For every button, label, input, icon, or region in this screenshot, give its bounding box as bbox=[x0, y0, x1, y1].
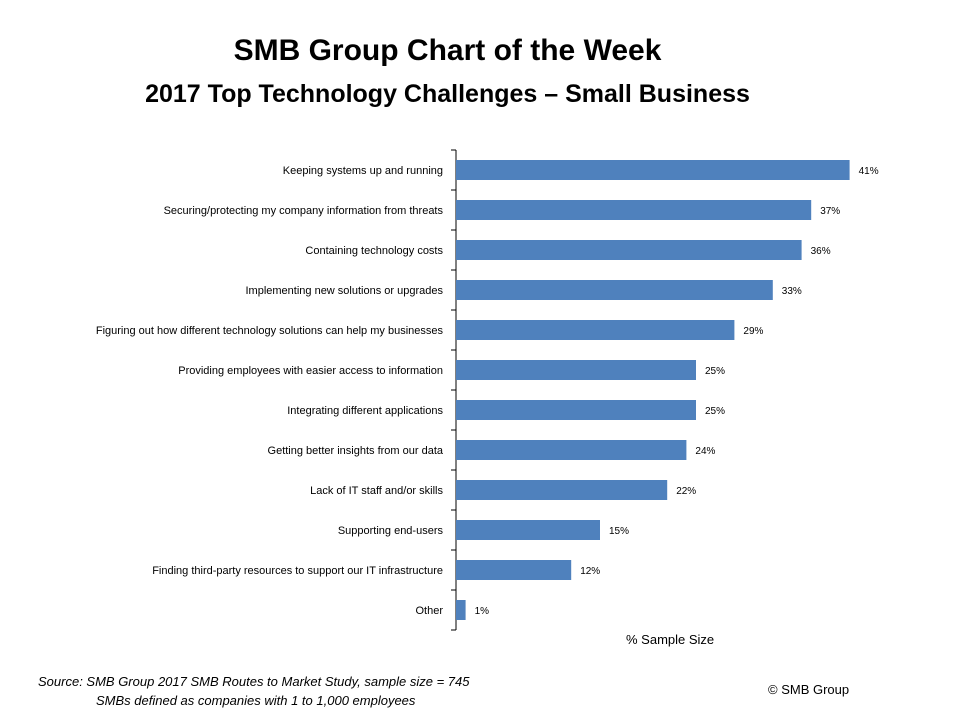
smb-definition-note: SMBs defined as companies with 1 to 1,00… bbox=[96, 693, 416, 708]
category-label: Figuring out how different technology so… bbox=[96, 325, 444, 337]
bar bbox=[456, 440, 687, 460]
data-label: 12% bbox=[580, 566, 600, 577]
bar bbox=[456, 480, 668, 500]
category-label: Other bbox=[415, 605, 443, 617]
data-label: 41% bbox=[859, 166, 879, 177]
bar bbox=[456, 240, 802, 260]
category-label: Implementing new solutions or upgrades bbox=[245, 285, 443, 297]
data-label: 24% bbox=[695, 446, 715, 457]
category-label: Supporting end-users bbox=[338, 525, 444, 537]
category-label: Keeping systems up and running bbox=[283, 165, 443, 177]
chart-title: SMB Group Chart of the Week bbox=[233, 34, 662, 67]
bar bbox=[456, 160, 850, 180]
category-label: Integrating different applications bbox=[287, 405, 443, 417]
chart-subtitle: 2017 Top Technology Challenges – Small B… bbox=[145, 80, 750, 108]
bar bbox=[456, 280, 773, 300]
category-label: Finding third-party resources to support… bbox=[152, 565, 443, 577]
category-label: Providing employees with easier access t… bbox=[178, 365, 443, 377]
data-label: 37% bbox=[820, 206, 840, 217]
bar bbox=[456, 520, 600, 540]
category-label: Lack of IT staff and/or skills bbox=[310, 485, 443, 497]
data-label: 1% bbox=[475, 606, 490, 617]
data-label: 25% bbox=[705, 406, 725, 417]
bar bbox=[456, 360, 696, 380]
bar bbox=[456, 560, 572, 580]
x-axis-label: % Sample Size bbox=[626, 632, 715, 647]
data-label: 25% bbox=[705, 366, 725, 377]
category-label: Securing/protecting my company informati… bbox=[164, 205, 444, 217]
data-label: 33% bbox=[782, 286, 802, 297]
copyright-notice: © SMB Group bbox=[768, 682, 850, 697]
bar bbox=[456, 320, 735, 340]
data-label: 29% bbox=[743, 326, 763, 337]
bar bbox=[456, 200, 812, 220]
data-label: 22% bbox=[676, 486, 696, 497]
bar bbox=[456, 400, 696, 420]
source-note: Source: SMB Group 2017 SMB Routes to Mar… bbox=[38, 674, 470, 689]
bar bbox=[456, 600, 466, 620]
category-label: Getting better insights from our data bbox=[268, 445, 444, 457]
data-label: 15% bbox=[609, 526, 629, 537]
category-label: Containing technology costs bbox=[305, 245, 443, 257]
data-label: 36% bbox=[811, 246, 831, 257]
